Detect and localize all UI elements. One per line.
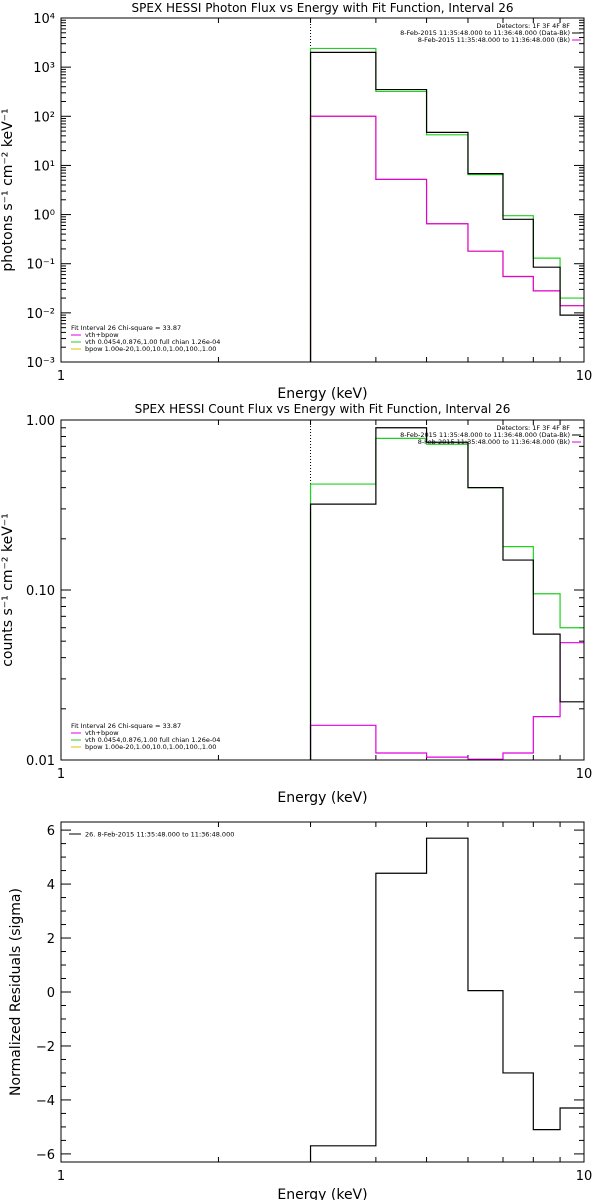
panel-2-y-axis-label: counts s⁻¹ cm⁻² keV⁻¹ (0, 513, 16, 667)
panel-1-legend-text: 8-Feb-2015 11:35:48.000 to 11:36:48.000 … (418, 36, 570, 44)
panel-2-y-tick-label: 0.01 (26, 754, 55, 769)
panel-1-series-bpow (309, 115, 584, 362)
panel-1-y-tick-label: 10⁻³ (26, 356, 55, 371)
panel-1-legend-top: Detectors: 1F 3F 4F 8F8-Feb-2015 11:35:4… (400, 22, 581, 44)
panel-1-x-tick-label: 10 (576, 369, 593, 384)
panel-2-series-vth (309, 437, 584, 760)
panel-2-series-group (309, 427, 584, 760)
panel-3-legend-text: 26. 8-Feb-2015 11:35:48.000 to 11:36:48.… (85, 831, 234, 839)
panel-2-legend-bottom: Fit Interval 26 Chi-square = 33.87vth+bp… (71, 722, 220, 751)
panel-1-y-tick-label: 10⁰ (33, 209, 55, 224)
panel-1-fit-summary: Fit Interval 26 Chi-square = 33.87 (71, 324, 181, 332)
panel-1-y-tick-label: 10¹ (33, 159, 55, 174)
panel-2-series-total (309, 642, 584, 760)
panel-1-y-tick-label: 10² (33, 110, 55, 125)
panel-3-y-tick-label: 6 (47, 824, 55, 839)
panel-2-x-axis-label: Energy (keV) (277, 790, 367, 806)
panel-2-series-data (309, 427, 584, 760)
panel-2: SPEX HESSI Count Flux vs Energy with Fit… (0, 402, 592, 806)
panel-1-legend-text: bpow 1.00e-20,1.00,10.0,1.00,100.,1.00 (85, 345, 216, 353)
panel-3-y-tick-label: −4 (36, 1094, 55, 1109)
panel-2-legend-text: Detectors: 1F 3F 4F 8F (496, 424, 570, 432)
panel-3-series-group (309, 837, 584, 1162)
panel-3-legend-top: 26. 8-Feb-2015 11:35:48.000 to 11:36:48.… (69, 831, 234, 839)
panel-2-title: SPEX HESSI Count Flux vs Energy with Fit… (135, 402, 511, 416)
panel-1-title: SPEX HESSI Photon Flux vs Energy with Fi… (132, 1, 514, 15)
panel-3-plot-frame (60, 821, 585, 1163)
panel-3-x-axis-label: Energy (keV) (277, 1187, 367, 1200)
panel-3-y-axis-label: Normalized Residuals (sigma) (8, 888, 24, 1096)
panel-2-fit-summary: Fit Interval 26 Chi-square = 33.87 (71, 722, 181, 730)
panel-1-y-tick-label: 10³ (33, 61, 55, 76)
panel-2-legend-text: 8-Feb-2015 11:35:48.000 to 11:36:48.000 … (400, 431, 570, 439)
panel-2-legend-text: bpow 1.00e-20,1.00,10.0,1.00,100.,1.00 (85, 743, 216, 751)
panel-3-y-tick-label: 2 (47, 932, 55, 947)
panel-1-x-axis-label: Energy (keV) (277, 386, 367, 402)
panel-1-series-group (309, 47, 584, 362)
panel-2-legend-text: 8-Feb-2015 11:35:48.000 to 11:36:48.000 … (418, 438, 570, 446)
panel-3: Energy (keV) Normalized Residuals (sigma)… (8, 821, 593, 1200)
panel-1-y-tick-label: 10⁻¹ (26, 258, 55, 273)
panel-2-legend-top: Detectors: 1F 3F 4F 8F8-Feb-2015 11:35:4… (400, 424, 581, 446)
panel-1-series-data (309, 51, 584, 362)
panel-1-legend-bottom: Fit Interval 26 Chi-square = 33.87vth+bp… (71, 324, 220, 353)
panel-1-legend-text: vth 0.0454,0.876,1.00 full chian 1.26e-0… (85, 338, 220, 346)
panel-1-legend-text: Detectors: 1F 3F 4F 8F (496, 22, 570, 30)
panel-2-legend-text: vth 0.0454,0.876,1.00 full chian 1.26e-0… (85, 736, 220, 744)
panel-1-series-vth (309, 47, 584, 362)
panel-3-y-tick-label: 0 (47, 986, 55, 1001)
panel-1-legend-text: vth+bpow (85, 331, 119, 339)
panel-3-y-tick-label: −6 (36, 1148, 55, 1163)
panel-3-x-tick-label: 10 (576, 1169, 593, 1184)
panel-1-legend-text: 8-Feb-2015 11:35:48.000 to 11:36:48.000 … (400, 29, 570, 37)
panel-2-x-tick-label: 1 (57, 767, 65, 782)
panel-3-y-tick-label: −2 (36, 1040, 55, 1055)
panel-1-plot-frame (60, 17, 585, 363)
panel-2-y-tick-label: 1.00 (26, 414, 55, 429)
panel-1-x-tick-label: 1 (57, 369, 65, 384)
panel-2-y-tick-label: 0.10 (26, 584, 55, 599)
panel-1: SPEX HESSI Photon Flux vs Energy with Fi… (0, 1, 592, 402)
panel-3-y-tick-label: 4 (47, 878, 55, 893)
panel-3-series-data (309, 837, 584, 1162)
panel-2-plot-frame (60, 419, 585, 761)
panel-1-y-axis-label: photons s⁻¹ cm⁻² keV⁻¹ (0, 108, 16, 271)
panel-1-y-tick-label: 10⁴ (33, 12, 55, 27)
panel-2-x-tick-label: 10 (576, 767, 593, 782)
panel-1-series-total (309, 115, 584, 362)
panel-3-x-tick-label: 1 (57, 1169, 65, 1184)
panel-2-legend-text: vth+bpow (85, 729, 119, 737)
panel-1-y-tick-label: 10⁻² (26, 307, 55, 322)
